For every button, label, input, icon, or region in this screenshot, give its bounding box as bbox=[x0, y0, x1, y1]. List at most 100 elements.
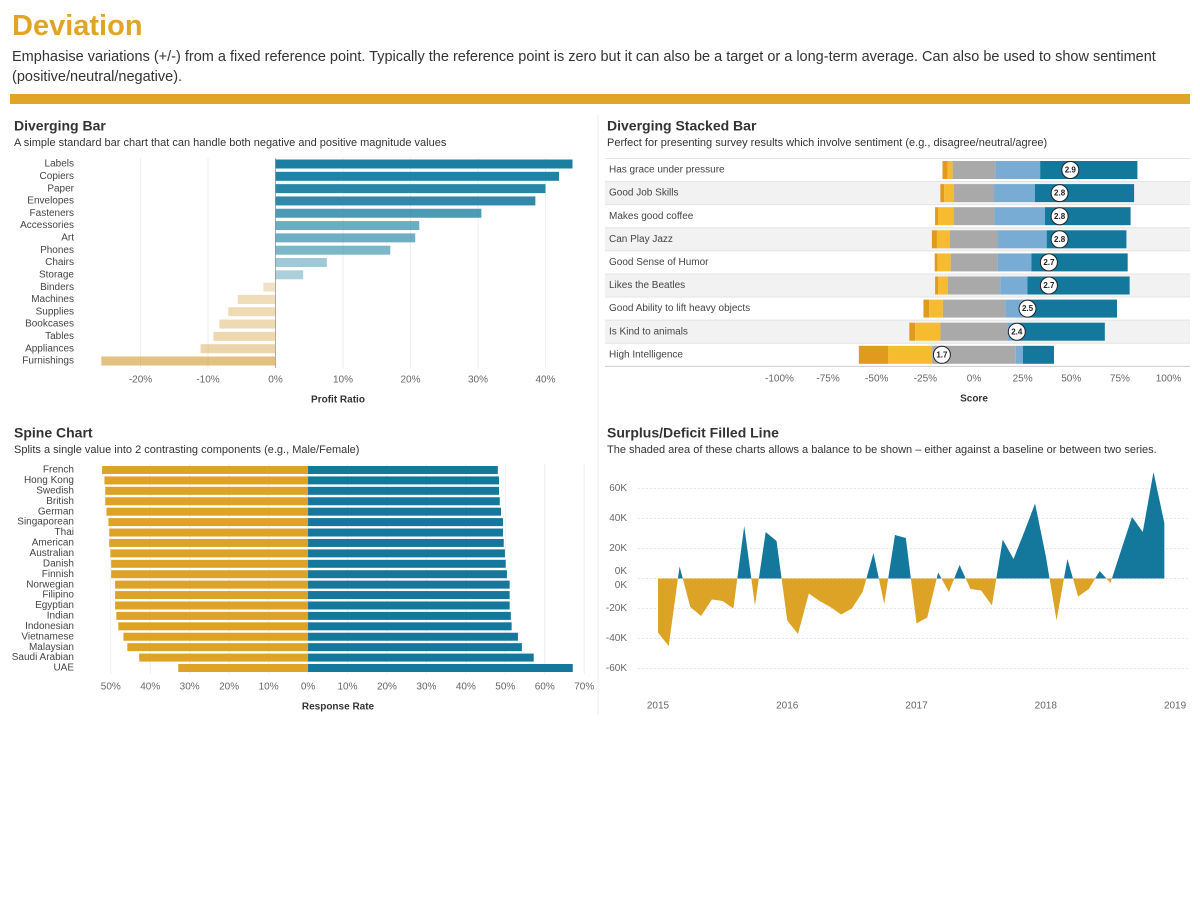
bar bbox=[308, 570, 507, 579]
chart-title: Spine Chart bbox=[14, 425, 93, 441]
x-tick-label: 10% bbox=[333, 375, 353, 386]
bar bbox=[308, 601, 510, 610]
bar-segment bbox=[1026, 299, 1117, 318]
bar-segment bbox=[923, 299, 930, 318]
bar-segment bbox=[942, 161, 948, 179]
score-label: 2.5 bbox=[1022, 304, 1034, 313]
x-tick-label: -75% bbox=[816, 374, 839, 385]
x-axis-label: Response Rate bbox=[302, 702, 375, 713]
bar bbox=[123, 632, 309, 641]
category-label: Indonesian bbox=[25, 621, 74, 632]
y-tick-label: 20K bbox=[609, 543, 627, 554]
bar-segment bbox=[940, 184, 945, 203]
bar bbox=[308, 643, 522, 652]
bar-segment bbox=[935, 276, 939, 295]
page-subtitle: Emphasise variations (+/-) from a fixed … bbox=[12, 49, 1156, 85]
bar bbox=[111, 559, 309, 568]
bar bbox=[275, 159, 573, 169]
bar bbox=[110, 549, 309, 558]
category-label: British bbox=[46, 496, 74, 507]
category-label: Copiers bbox=[40, 171, 74, 182]
category-label: UAE bbox=[53, 663, 74, 674]
category-label: American bbox=[32, 538, 74, 549]
bar bbox=[263, 282, 276, 292]
bar bbox=[228, 307, 276, 317]
category-label: Bookcases bbox=[25, 319, 74, 330]
score-marker bbox=[1050, 207, 1069, 226]
y-tick-label: -60K bbox=[606, 663, 627, 674]
bar bbox=[308, 632, 518, 641]
category-label: Good Ability to lift heavy objects bbox=[609, 303, 750, 314]
x-tick-label: 50% bbox=[101, 682, 121, 693]
bar bbox=[308, 466, 498, 474]
bar-segment bbox=[931, 230, 937, 249]
x-tick-label: 0% bbox=[268, 375, 283, 386]
category-label: German bbox=[38, 506, 74, 517]
chart-title: Diverging Bar bbox=[14, 118, 106, 134]
bar-segment bbox=[1022, 345, 1054, 364]
category-label: Supplies bbox=[36, 306, 74, 317]
category-label: Chairs bbox=[45, 257, 74, 268]
x-tick-label: 50% bbox=[495, 682, 515, 693]
bar-segment bbox=[929, 299, 943, 318]
x-tick-label: 10% bbox=[259, 682, 279, 693]
bar-segment bbox=[940, 322, 1008, 341]
category-label: Good Job Skills bbox=[609, 188, 678, 199]
x-tick-label: 30% bbox=[416, 682, 436, 693]
bar bbox=[308, 528, 503, 537]
bar bbox=[115, 601, 309, 610]
x-tick-label: 2019 bbox=[1164, 701, 1187, 712]
bar bbox=[105, 486, 309, 495]
bar-segment bbox=[938, 207, 954, 226]
score-label: 2.8 bbox=[1054, 189, 1066, 198]
category-label: Machines bbox=[31, 294, 74, 305]
category-label: Egyptian bbox=[35, 600, 74, 611]
category-label: Finnish bbox=[42, 569, 74, 580]
bar-segment bbox=[932, 345, 1016, 364]
score-marker bbox=[1061, 161, 1080, 179]
bar bbox=[237, 294, 276, 304]
bar bbox=[275, 258, 327, 267]
page-title: Deviation bbox=[12, 10, 143, 42]
bar bbox=[308, 611, 511, 620]
score-marker bbox=[1039, 276, 1058, 295]
bar bbox=[308, 664, 573, 672]
x-tick-label: -20% bbox=[129, 375, 152, 386]
bar bbox=[105, 497, 309, 506]
category-label: Is Kind to animals bbox=[609, 326, 688, 337]
x-axis-label: Score bbox=[960, 394, 988, 405]
category-label: Appliances bbox=[25, 343, 74, 354]
bar bbox=[308, 486, 499, 495]
x-tick-label: -100% bbox=[765, 374, 794, 385]
bar bbox=[275, 171, 559, 181]
score-marker bbox=[1050, 184, 1069, 203]
score-label: 2.7 bbox=[1043, 281, 1055, 290]
bar bbox=[115, 591, 309, 600]
bar-segment bbox=[942, 299, 1006, 318]
y-tick-label: -40K bbox=[606, 633, 627, 644]
bar bbox=[308, 507, 501, 516]
x-tick-label: -10% bbox=[196, 375, 219, 386]
x-tick-label: 100% bbox=[1156, 374, 1182, 385]
y-tick-label: 0K bbox=[615, 566, 628, 577]
bar bbox=[109, 538, 309, 547]
x-tick-label: 20% bbox=[377, 682, 397, 693]
bar-segment bbox=[938, 276, 948, 295]
bar bbox=[275, 221, 420, 231]
category-label: Tables bbox=[45, 331, 74, 342]
bar bbox=[101, 356, 276, 366]
category-label: Saudi Arabian bbox=[12, 652, 74, 663]
x-tick-label: 0% bbox=[301, 682, 316, 693]
x-tick-label: 60% bbox=[535, 682, 555, 693]
chart-subtitle: Splits a single value into 2 contrasting… bbox=[14, 444, 359, 456]
x-tick-label: 70% bbox=[574, 682, 594, 693]
bar bbox=[275, 233, 416, 243]
x-tick-label: 40% bbox=[535, 375, 555, 386]
bar-segment bbox=[998, 230, 1047, 249]
x-tick-label: 50% bbox=[1061, 374, 1081, 385]
bar-segment bbox=[950, 253, 998, 272]
score-label: 2.9 bbox=[1065, 166, 1077, 175]
bar bbox=[219, 319, 276, 329]
category-label: Singaporean bbox=[17, 517, 74, 528]
